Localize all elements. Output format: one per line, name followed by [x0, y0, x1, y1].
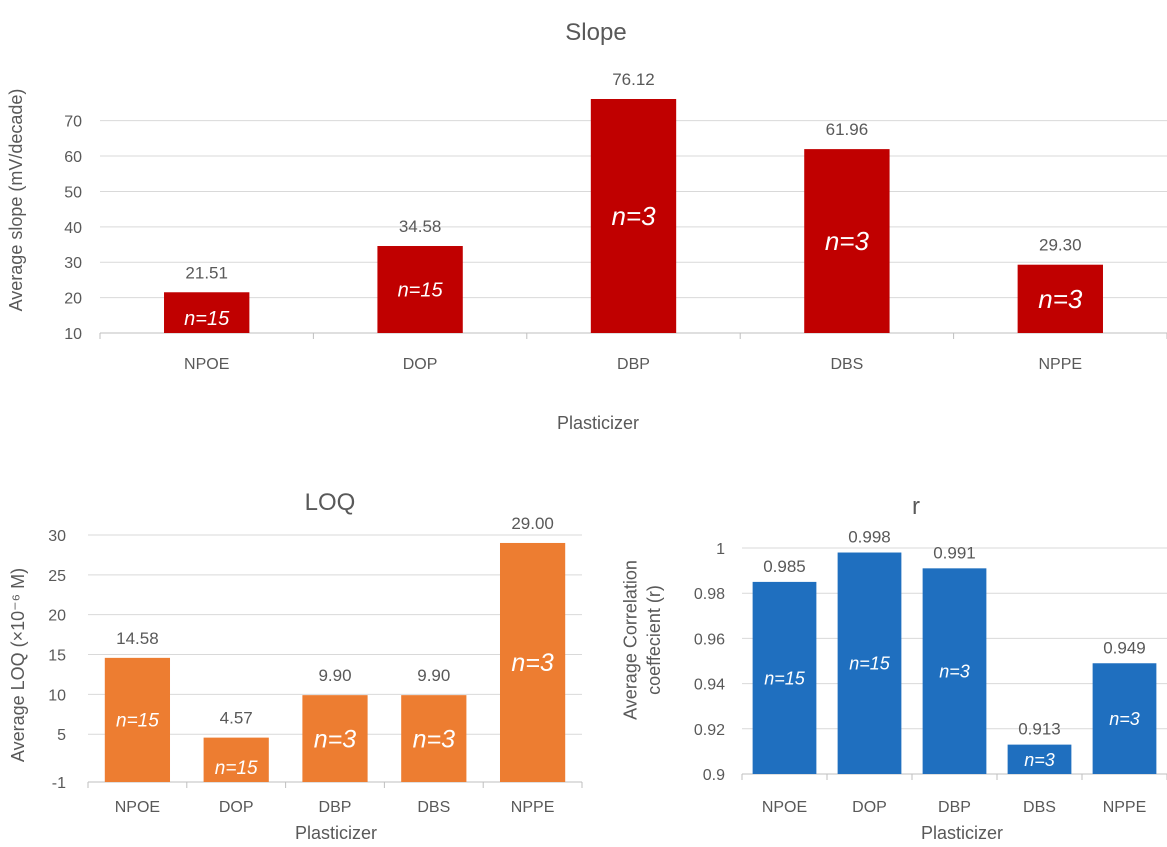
slope-y-tick-label: 30 [64, 255, 82, 272]
r-x-axis-label: Plasticizer [921, 823, 1003, 843]
r-y-tick-label: 0.9 [703, 767, 725, 784]
r-bar-dop [837, 552, 902, 774]
loq-data-label: 9.90 [417, 666, 450, 685]
loq-bar-dbp [302, 695, 368, 782]
r-data-label: 0.985 [763, 557, 806, 576]
slope-bar-dop [377, 246, 463, 333]
r-bar-dbs [1007, 744, 1072, 774]
loq-category-label: NPPE [511, 799, 555, 816]
slope-n-label: n=15 [184, 308, 230, 330]
r-category-label: NPPE [1103, 799, 1147, 816]
r-n-label: n=3 [939, 661, 970, 681]
r-y-tick-label: 0.96 [694, 631, 725, 648]
loq-y-tick-label: 25 [48, 568, 66, 585]
loq-category-label: DBS [417, 799, 450, 816]
r-category-label: DBP [938, 799, 971, 816]
r-n-label: n=3 [1109, 709, 1140, 729]
loq-n-label: n=3 [413, 725, 456, 753]
r-category-label: DOP [852, 799, 887, 816]
slope-category-label: DOP [403, 356, 438, 373]
slope-y-tick-label: 60 [64, 149, 82, 166]
loq-y-tick-label: 20 [48, 608, 66, 625]
loq-y-axis-label: Average LOQ (×10⁻⁶ M) [8, 568, 28, 762]
slope-data-label: 34.58 [399, 217, 442, 236]
r-y-tick-label: 0.92 [694, 722, 725, 739]
r-category-label: NPOE [762, 799, 807, 816]
loq-bar-npoe [104, 657, 171, 782]
slope-n-label: n=15 [398, 280, 444, 302]
slope-n-label: n=3 [611, 201, 656, 231]
loq-chart-title: LOQ [305, 489, 356, 516]
loq-bar-nppe [499, 542, 566, 782]
r-bar-npoe [752, 581, 817, 774]
slope-y-axis-label: Average slope (mV/decade) [6, 89, 26, 312]
r-bar-dbp [922, 568, 987, 774]
r-data-label: 0.949 [1103, 638, 1146, 657]
slope-category-label: NPOE [184, 356, 229, 373]
loq-data-label: 4.57 [220, 709, 253, 728]
loq-y-tick-label: 15 [48, 648, 66, 665]
r-category-label: DBS [1023, 799, 1056, 816]
slope-bar-dbs [804, 149, 890, 333]
slope-y-tick-label: 70 [64, 114, 82, 131]
slope-y-tick-label: 40 [64, 220, 82, 237]
slope-category-label: DBP [617, 356, 650, 373]
loq-n-label: n=15 [215, 758, 258, 779]
r-y-tick-label: 0.94 [694, 677, 725, 694]
slope-bar-dbp [590, 99, 677, 333]
slope-bar-npoe [164, 292, 250, 333]
loq-chart: LOQ Average LOQ (×10⁻⁶ M) Plasticizer -1… [8, 489, 583, 843]
loq-y-tick-label: 30 [48, 528, 66, 545]
r-data-label: 0.998 [848, 528, 891, 547]
r-data-label: 0.991 [933, 543, 976, 562]
loq-data-label: 14.58 [116, 629, 159, 648]
slope-n-label: n=3 [825, 226, 870, 256]
r-y-tick-label: 0.98 [694, 586, 725, 603]
loq-bar-dbs [401, 695, 467, 782]
loq-n-label: n=15 [116, 711, 159, 732]
slope-bar-nppe [1017, 264, 1103, 333]
slope-chart-title: Slope [565, 19, 626, 46]
loq-y-tick-label: 5 [57, 727, 66, 744]
r-y-axis-label-line2: coeffecient (r) [644, 585, 664, 695]
slope-y-tick-label: 10 [64, 326, 82, 343]
r-y-axis-label: Average Correlation coeffecient (r) [621, 560, 664, 720]
loq-data-label: 29.00 [511, 514, 554, 533]
r-data-label: 0.913 [1018, 720, 1061, 739]
r-n-label: n=3 [1024, 750, 1055, 770]
r-chart-title: r [912, 493, 920, 520]
slope-data-label: 76.12 [612, 70, 655, 89]
slope-data-label: 61.96 [826, 120, 869, 139]
loq-n-label: n=3 [314, 725, 357, 753]
slope-category-label: DBS [830, 356, 863, 373]
loq-category-label: NPOE [115, 799, 160, 816]
r-y-tick-label: 1 [716, 541, 725, 558]
loq-y-tick-label: 10 [48, 687, 66, 704]
slope-data-label: 29.30 [1039, 236, 1082, 255]
slope-n-label: n=3 [1038, 284, 1083, 314]
loq-data-label: 9.90 [318, 666, 351, 685]
loq-n-label: n=3 [511, 649, 554, 677]
loq-category-label: DBP [319, 799, 352, 816]
slope-y-tick-label: 50 [64, 184, 82, 201]
slope-chart: Slope Average slope (mV/decade) Plastici… [6, 19, 1167, 433]
loq-y-tick-label: -1 [52, 775, 66, 792]
r-n-label: n=15 [849, 654, 891, 674]
loq-category-label: DOP [219, 799, 254, 816]
slope-category-label: NPPE [1039, 356, 1083, 373]
r-chart: r Average Correlation coeffecient (r) Pla… [621, 493, 1167, 843]
r-bar-nppe [1092, 663, 1157, 774]
loq-bar-dop [203, 737, 269, 782]
slope-y-tick-label: 20 [64, 291, 82, 308]
slope-x-axis-label: Plasticizer [557, 413, 639, 433]
loq-x-axis-label: Plasticizer [295, 823, 377, 843]
r-y-axis-label-line1: Average Correlation [621, 560, 641, 720]
slope-data-label: 21.51 [185, 263, 228, 282]
r-n-label: n=15 [764, 668, 806, 688]
